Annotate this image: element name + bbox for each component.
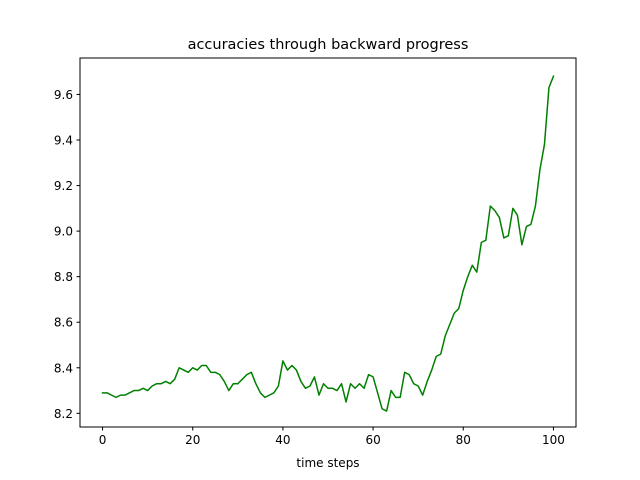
y-tick-label: 8.8 — [54, 270, 73, 284]
plot-frame — [79, 57, 577, 428]
x-tick-label: 60 — [365, 433, 380, 447]
y-tick-label: 9.2 — [54, 179, 73, 193]
series-line — [101, 75, 555, 412]
y-tick-label: 9.6 — [54, 88, 73, 102]
x-tick-label: 20 — [185, 433, 200, 447]
y-tick-label: 8.6 — [54, 316, 73, 330]
x-tick-label: 40 — [275, 433, 290, 447]
series-layer — [101, 75, 555, 412]
y-tick-label: 9.0 — [54, 225, 73, 239]
y-tick-label: 8.2 — [54, 407, 73, 421]
chart-title: accuracies through backward progress — [188, 37, 469, 53]
y-tick-label: 9.4 — [54, 134, 73, 148]
x-axis-ticks: 0 20 40 60 80 100 — [99, 427, 565, 447]
x-tick-label: 80 — [456, 433, 471, 447]
x-axis-label: time steps — [296, 456, 359, 470]
y-tick-label: 8.4 — [54, 361, 73, 375]
y-axis-ticks: 8.2 8.4 8.6 8.8 9.0 9.2 9.4 9.6 — [54, 88, 80, 421]
x-tick-label: 100 — [542, 433, 565, 447]
x-tick-label: 0 — [99, 433, 107, 447]
